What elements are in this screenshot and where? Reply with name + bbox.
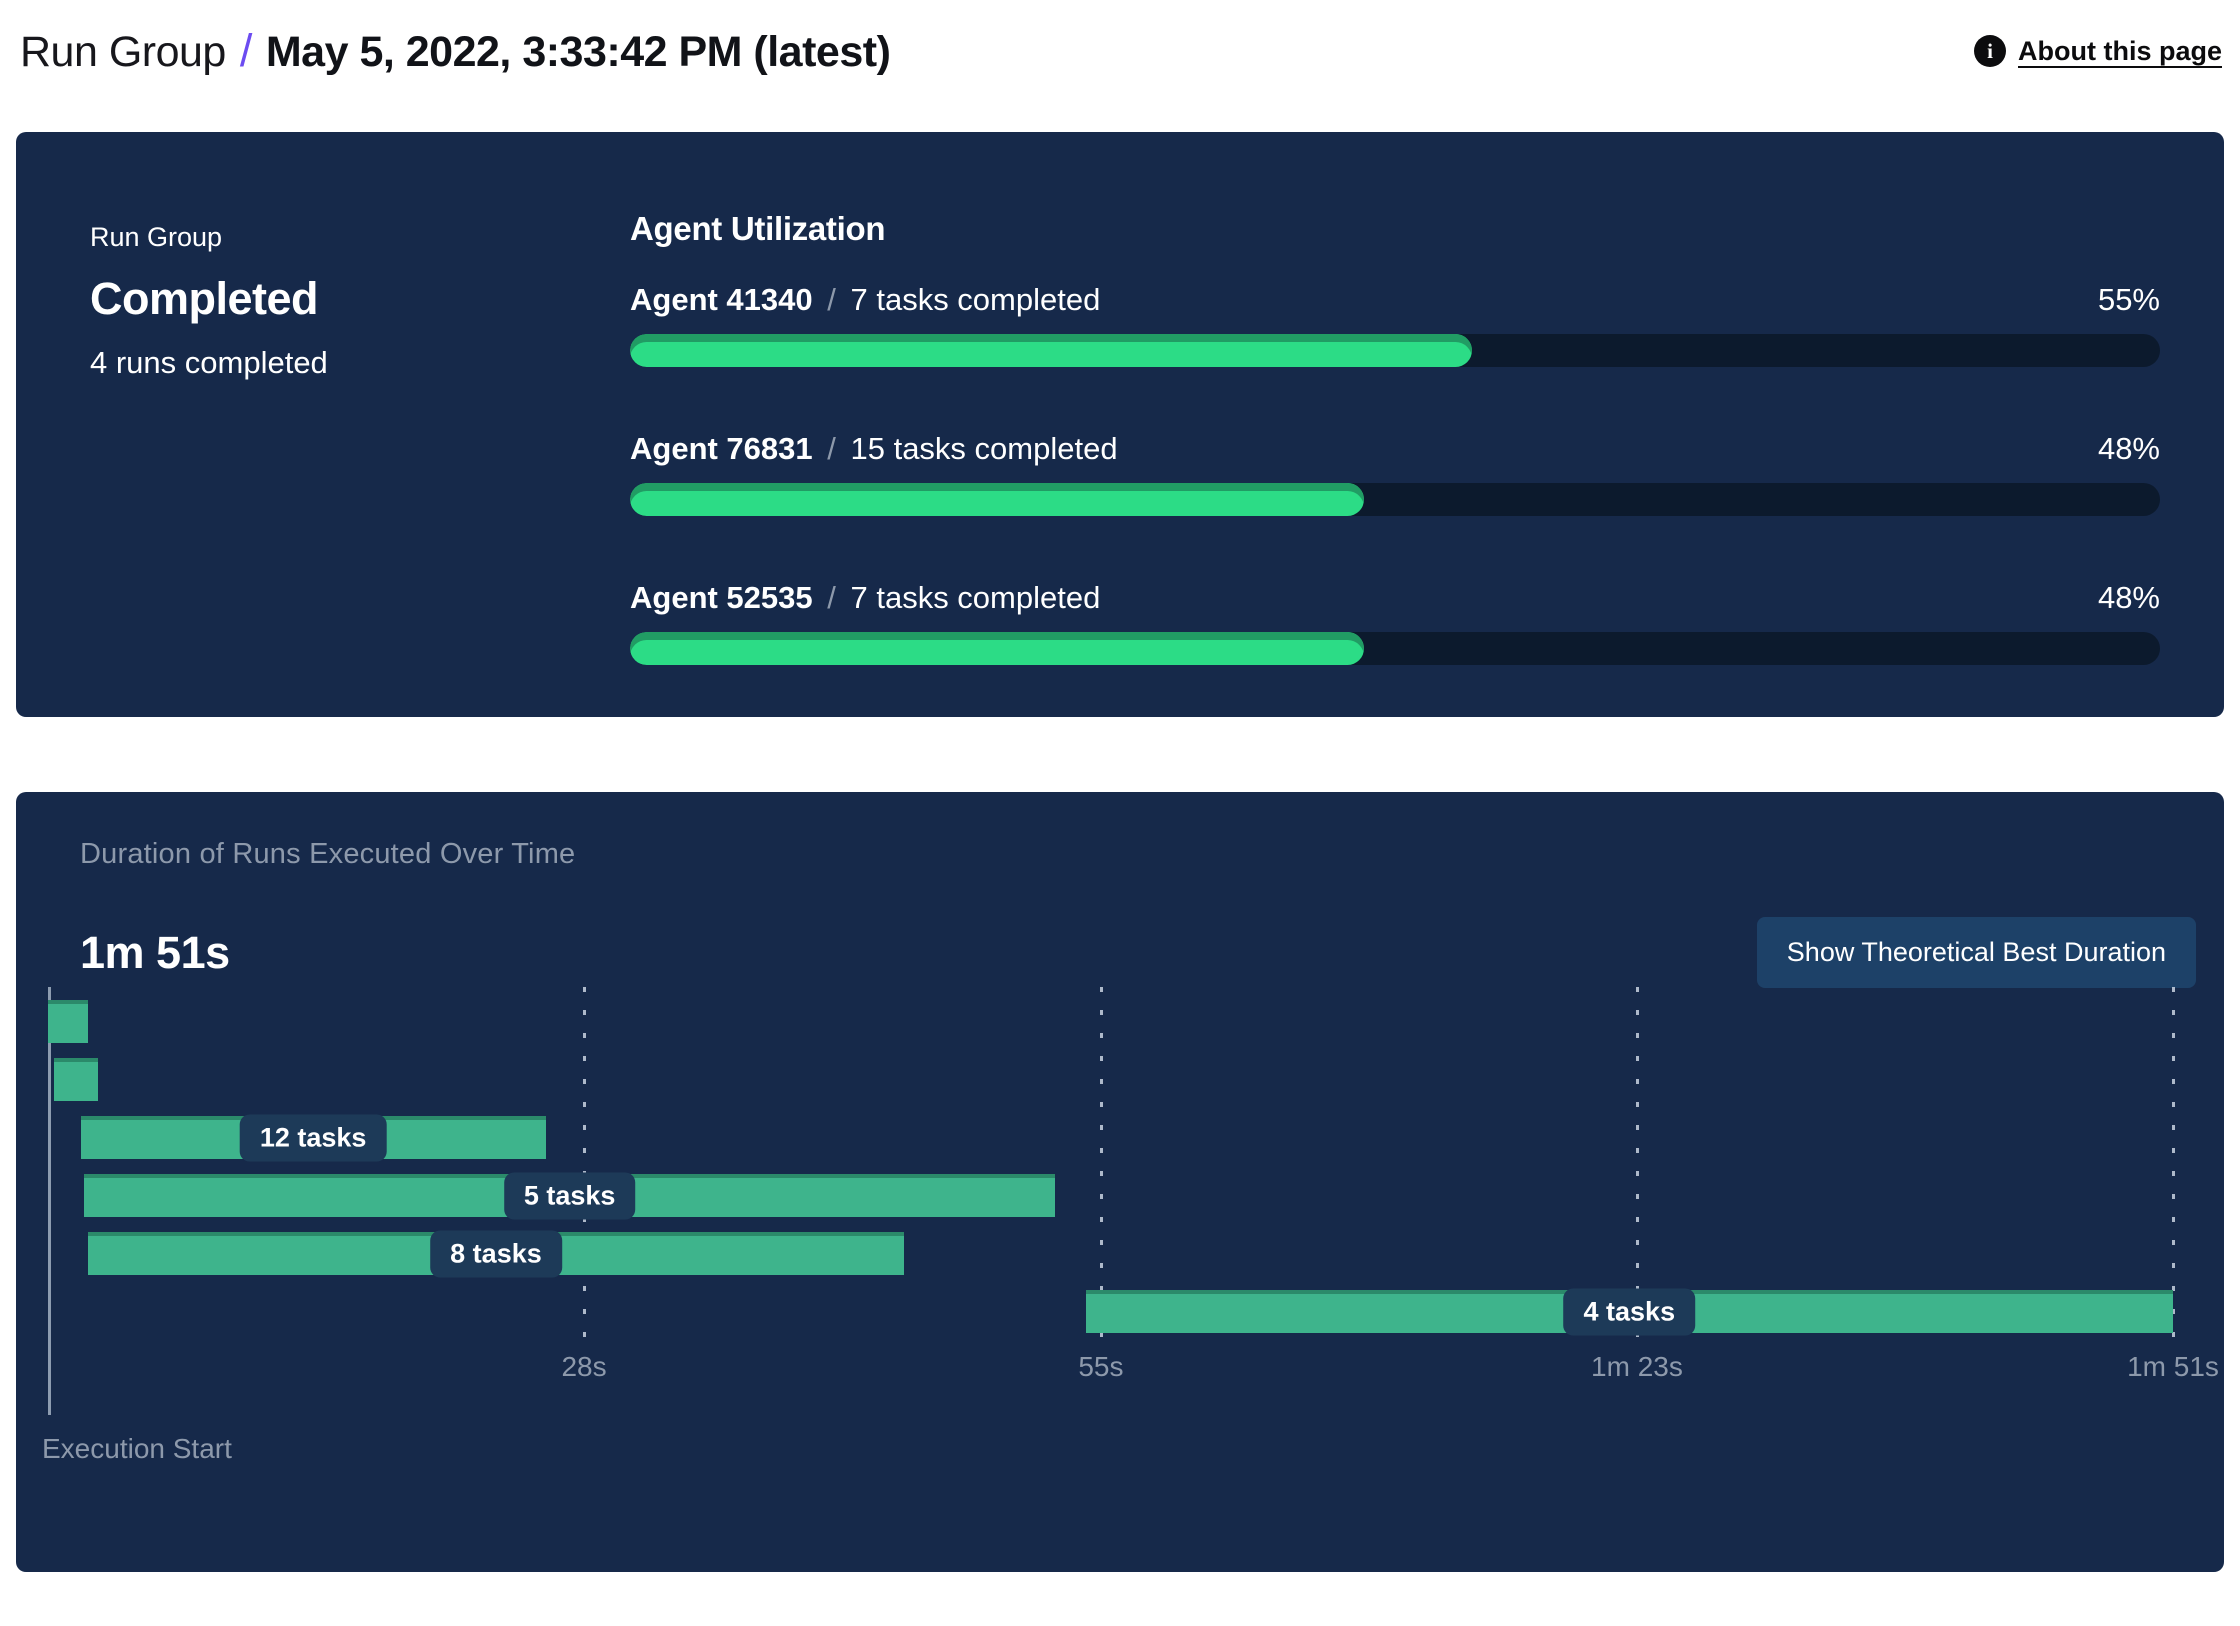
- agent-progress-track: [630, 334, 2160, 367]
- agent-progress-fill: [630, 632, 1365, 665]
- duration-chart-title: Duration of Runs Executed Over Time: [80, 838, 576, 870]
- gantt-run-bar[interactable]: [53, 1058, 98, 1101]
- agent-utilization-percent: 48%: [2097, 431, 2160, 466]
- about-this-page-link[interactable]: About this page: [2018, 35, 2222, 66]
- page: Run Group / May 5, 2022, 3:33:42 PM (lat…: [16, 0, 2224, 1572]
- agent-row: Agent 41340 / 7 tasks completed 55%: [630, 282, 2160, 367]
- agent-row: Agent 76831 / 15 tasks completed 48%: [630, 431, 2160, 516]
- duration-chart-panel: Duration of Runs Executed Over Time 1m 5…: [16, 792, 2224, 1572]
- gridline: [2172, 987, 2175, 1339]
- gantt-run-bar[interactable]: 5 tasks: [84, 1172, 1055, 1219]
- gantt-run-bar[interactable]: 8 tasks: [88, 1230, 904, 1277]
- axis-tick-label: 55s: [1078, 1351, 1124, 1382]
- gantt-bar-task-count-label: 4 tasks: [1563, 1288, 1696, 1335]
- gridline: [1635, 987, 1639, 1339]
- duration-header-row: 1m 51s Show Theoretical Best Duration: [80, 917, 2196, 988]
- agent-name: Agent 76831: [630, 431, 813, 466]
- agent-label-line: Agent 52535 / 7 tasks completed 48%: [630, 580, 2160, 616]
- gantt-chart: Execution Start 28s 55s 1m 23s 1m 51s 12 tas…: [42, 987, 2219, 1464]
- agent-label-separator: /: [818, 580, 845, 615]
- agent-label: Agent 76831 / 15 tasks completed: [630, 431, 1118, 467]
- total-duration-value: 1m 51s: [80, 926, 230, 978]
- about-this-page: i About this page: [1974, 35, 2222, 67]
- agent-label-separator: /: [818, 431, 845, 466]
- runs-completed-count: 4 runs completed: [90, 345, 328, 380]
- page-header: Run Group / May 5, 2022, 3:33:42 PM (lat…: [16, 0, 2224, 84]
- axis-tick-label: 1m 23s: [1591, 1351, 1683, 1382]
- gantt-run-bar[interactable]: [48, 1000, 89, 1043]
- agent-label-line: Agent 76831 / 15 tasks completed 48%: [630, 431, 2160, 467]
- info-icon: i: [1974, 35, 2006, 67]
- agent-progress-fill: [630, 483, 1365, 516]
- agent-label: Agent 52535 / 7 tasks completed: [630, 580, 1100, 616]
- run-group-status-block: Run Group Completed 4 runs completed: [90, 210, 630, 717]
- page-title: May 5, 2022, 3:33:42 PM (latest): [265, 28, 891, 76]
- gantt-run-bar[interactable]: 4 tasks: [1085, 1288, 2173, 1335]
- axis-tick-label: 1m 51s: [2127, 1351, 2219, 1382]
- agent-tasks-completed: 15 tasks completed: [850, 431, 1118, 466]
- agent-row: Agent 52535 / 7 tasks completed 48%: [630, 580, 2160, 665]
- agent-label-separator: /: [818, 282, 845, 317]
- agent-progress-track: [630, 483, 2160, 516]
- gridline: [583, 987, 587, 1339]
- agent-tasks-completed: 7 tasks completed: [850, 580, 1101, 615]
- agent-utilization-section: Agent Utilization Agent 41340 / 7 tasks …: [630, 210, 2160, 717]
- agent-progress-fill: [630, 334, 1472, 367]
- show-theoretical-best-duration-button[interactable]: Show Theoretical Best Duration: [1756, 917, 2196, 988]
- axis-tick-label: 28s: [561, 1351, 607, 1382]
- gridline: [1099, 987, 1103, 1339]
- agent-progress-track: [630, 632, 2160, 665]
- run-group-summary-panel: Run Group Completed 4 runs completed Age…: [16, 132, 2224, 717]
- agent-name: Agent 41340: [630, 282, 813, 317]
- execution-start-axis-line: [48, 987, 51, 1415]
- agent-utilization-percent: 48%: [2097, 580, 2160, 615]
- gantt-run-bar[interactable]: 12 tasks: [80, 1114, 546, 1161]
- gantt-bar-task-count-label: 12 tasks: [239, 1114, 387, 1161]
- run-group-status: Completed: [90, 273, 319, 324]
- agent-utilization-percent: 55%: [2097, 282, 2160, 317]
- breadcrumb: Run Group / May 5, 2022, 3:33:42 PM (lat…: [20, 25, 891, 77]
- gantt-bar-task-count-label: 8 tasks: [430, 1230, 562, 1277]
- execution-start-label: Execution Start: [42, 1433, 232, 1464]
- breadcrumb-run-group: Run Group: [20, 28, 226, 76]
- gantt-bar-task-count-label: 5 tasks: [503, 1172, 636, 1219]
- agent-utilization-title: Agent Utilization: [630, 210, 886, 247]
- agent-name: Agent 52535: [630, 580, 813, 615]
- agent-label-line: Agent 41340 / 7 tasks completed 55%: [630, 282, 2160, 318]
- agent-rows: Agent 41340 / 7 tasks completed 55% Agent …: [630, 282, 2160, 665]
- run-group-label: Run Group: [90, 222, 223, 252]
- breadcrumb-separator: /: [239, 25, 253, 76]
- agent-label: Agent 41340 / 7 tasks completed: [630, 282, 1100, 318]
- agent-tasks-completed: 7 tasks completed: [850, 282, 1101, 317]
